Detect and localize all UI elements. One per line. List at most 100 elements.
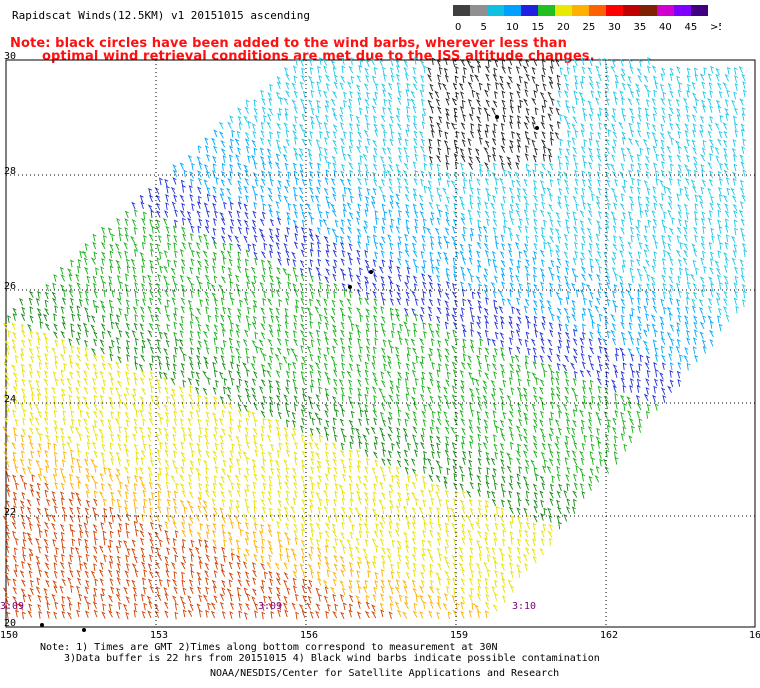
wind-barb [588,154,594,162]
wind-barb [547,443,552,451]
wind-barb [716,202,721,211]
wind-barb [44,482,49,490]
wind-barb [412,402,418,411]
wind-barb [323,426,328,435]
wind-barb [623,179,628,188]
wind-barb [371,466,376,475]
wind-barb [370,195,376,204]
wind-barb [356,123,361,132]
wind-barb [275,201,280,209]
wind-barb [180,426,185,434]
wind-barb [422,322,427,330]
wind-barb [212,257,217,266]
wind-barb [310,121,315,130]
wind-barb [620,411,625,420]
wind-barb [459,106,464,114]
wind-barb [566,121,571,130]
wind-barb [515,307,521,316]
wind-barb [165,433,170,442]
wind-barb [414,153,419,162]
wind-barb [109,530,114,539]
wind-barb [287,273,292,281]
wind-barb [509,377,513,385]
wind-barb [364,377,369,386]
wind-barb [85,467,90,475]
wind-barb [126,306,131,315]
wind-barb [437,177,442,186]
wind-barb [173,571,178,579]
wind-barb [189,194,194,202]
wind-barb [251,321,257,330]
wind-barb [460,91,465,99]
wind-barb [366,353,371,362]
wind-barb [348,457,353,466]
wind-barb [596,171,601,179]
wind-barb [4,354,9,363]
wind-barb [604,433,609,442]
wind-barb [395,163,400,172]
wind-barb [268,425,273,433]
wind-barb [534,473,539,482]
colorbar-swatch [572,5,589,16]
wind-barb [355,483,360,491]
wind-barb [462,186,467,194]
wind-barb [108,299,113,308]
wind-barb [509,203,514,212]
wind-barb [310,89,315,98]
wind-barb [92,506,97,515]
wind-barb [669,370,674,378]
wind-barb [437,515,442,523]
wind-barb [190,178,194,187]
wind-barb [309,433,314,442]
wind-barb [117,411,122,419]
wind-barb [44,426,49,435]
wind-barb [539,354,544,363]
wind-barb [76,323,82,332]
wind-barb [364,449,369,457]
wind-barb [469,201,474,210]
wind-barb [197,145,202,154]
wind-barb [331,395,337,404]
wind-barb [501,137,506,146]
wind-barb [618,275,624,283]
wind-barb [510,217,515,226]
wind-barb [614,74,619,82]
wind-barb [283,195,288,203]
wind-barb [718,323,723,332]
wind-barb [109,401,114,410]
wind-barb [325,249,330,258]
wind-barb [430,211,435,220]
wind-barb [691,243,696,251]
wind-barb [660,139,665,148]
wind-barb [539,475,545,483]
wind-barb [574,403,579,412]
wind-barb [180,466,185,474]
wind-barb [743,290,747,299]
wind-barb [404,515,410,524]
wind-barb [276,426,281,435]
wind-barb [654,403,659,411]
wind-barb [187,417,192,426]
wind-barb [436,442,441,451]
wind-barb [406,328,411,337]
wind-barb [82,369,88,378]
wind-barb [363,83,369,91]
wind-barb [317,347,322,355]
wind-barb [636,67,642,76]
wind-barb [268,570,273,579]
wind-barb [21,369,26,378]
wind-barb [212,522,217,531]
wind-barb [476,250,481,258]
wind-barb [459,250,464,258]
wind-barb [651,265,656,273]
wind-barb [205,170,211,179]
wind-barb [444,522,449,531]
wind-barb [628,322,633,330]
wind-barb [484,505,489,513]
wind-barb [339,555,345,564]
wind-barb [142,226,147,234]
wind-barb [389,115,394,123]
wind-barb [340,241,345,250]
wind-barb [286,347,291,356]
wind-barb [76,370,81,378]
